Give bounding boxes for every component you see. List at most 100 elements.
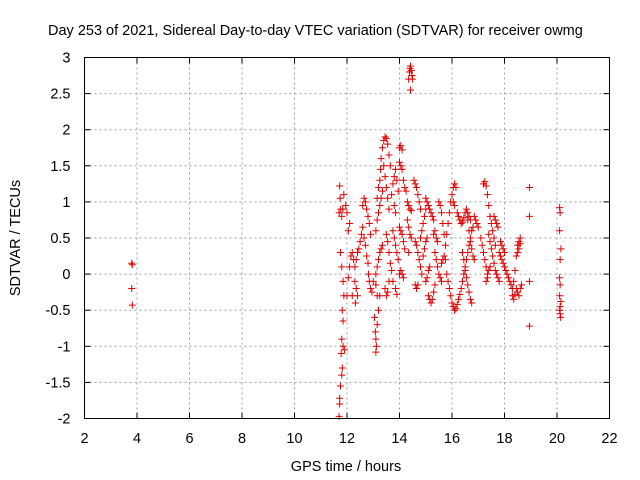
data-point — [373, 321, 381, 329]
data-point — [436, 202, 444, 210]
data-point — [514, 248, 522, 256]
data-point — [489, 227, 497, 235]
data-point — [357, 230, 365, 238]
data-point — [346, 220, 354, 228]
data-point — [338, 306, 346, 314]
data-point — [441, 256, 449, 264]
y-tick-label: -0.5 — [46, 303, 71, 319]
data-point — [364, 259, 372, 267]
data-point — [355, 245, 363, 253]
data-point — [413, 183, 421, 191]
data-point — [384, 238, 392, 246]
data-point — [351, 263, 359, 271]
data-point — [339, 342, 347, 350]
data-point — [473, 220, 481, 228]
data-point — [422, 277, 430, 285]
data-point — [436, 274, 444, 282]
data-point — [343, 209, 351, 217]
data-point — [390, 234, 398, 242]
chart-title: Day 253 of 2021, Sidereal Day-to-day VTE… — [48, 23, 583, 39]
data-point — [375, 256, 382, 264]
data-point — [514, 288, 522, 296]
data-point — [390, 202, 398, 210]
data-point — [449, 198, 457, 206]
data-point — [381, 133, 389, 141]
data-point — [431, 248, 439, 256]
y-tick-label: 0.5 — [50, 231, 70, 247]
data-point — [403, 198, 411, 206]
data-point — [344, 227, 352, 235]
data-point — [352, 256, 360, 264]
data-point — [468, 299, 476, 307]
data-point — [427, 299, 435, 307]
data-point — [432, 234, 440, 242]
y-axis-label: SDTVAR / TECUs — [8, 180, 24, 296]
data-point — [351, 299, 359, 307]
y-tick-label: 3 — [62, 51, 70, 67]
data-point — [384, 140, 392, 148]
data-point — [381, 285, 389, 293]
data-point — [556, 256, 564, 264]
data-point — [336, 194, 344, 202]
data-point — [352, 285, 360, 293]
data-point — [422, 238, 430, 246]
data-point — [408, 72, 416, 80]
data-point — [392, 241, 400, 249]
data-point — [389, 180, 397, 188]
data-point — [491, 241, 499, 249]
data-point — [336, 400, 344, 408]
data-point — [338, 212, 346, 220]
data-point — [525, 277, 533, 285]
data-point — [434, 263, 442, 271]
data-point — [470, 256, 478, 264]
data-point — [384, 194, 392, 202]
data-point — [556, 227, 564, 235]
grid — [84, 57, 610, 419]
data-point — [499, 245, 507, 253]
data-point — [344, 274, 352, 282]
data-point — [438, 209, 445, 217]
y-tick-label: 1 — [62, 195, 70, 211]
data-point — [497, 238, 505, 246]
data-point — [483, 274, 491, 282]
data-point — [338, 263, 346, 271]
data-point — [372, 281, 380, 289]
data-point — [426, 263, 434, 271]
data-point — [494, 223, 502, 231]
data-point — [455, 295, 463, 303]
data-point — [451, 180, 459, 188]
data-point — [394, 256, 402, 264]
y-tick-label: 2.5 — [50, 87, 70, 103]
data-point — [502, 266, 510, 274]
data-point — [465, 241, 473, 249]
data-point — [402, 187, 410, 195]
x-tick-label: 10 — [286, 431, 302, 447]
data-point — [525, 212, 533, 220]
data-point — [490, 212, 498, 220]
data-point — [347, 252, 355, 260]
data-point — [468, 245, 476, 253]
data-point — [372, 227, 380, 235]
data-point — [411, 238, 419, 246]
data-point — [399, 274, 407, 282]
data-point — [339, 205, 347, 213]
data-point — [445, 285, 453, 293]
data-point — [420, 245, 428, 253]
data-point — [501, 263, 508, 271]
data-point — [385, 151, 393, 159]
data-point — [469, 252, 477, 260]
data-point — [462, 205, 470, 213]
data-point — [336, 248, 344, 256]
data-point — [486, 238, 494, 246]
data-point — [417, 234, 424, 242]
data-point — [377, 165, 385, 173]
data-point — [414, 281, 422, 289]
data-point — [359, 202, 367, 210]
data-point — [511, 266, 519, 274]
data-point — [407, 234, 415, 242]
data-point — [375, 306, 382, 314]
y-tick-label: 2 — [62, 123, 70, 139]
data-point — [384, 288, 392, 296]
data-point — [392, 209, 400, 217]
